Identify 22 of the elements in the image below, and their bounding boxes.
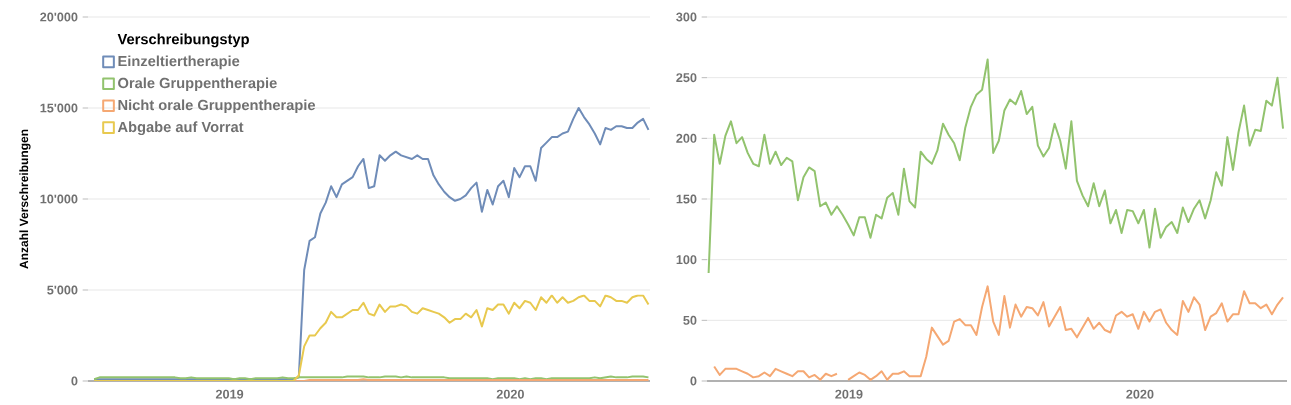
x-tick-label: 2019	[835, 389, 863, 399]
legend-label: Einzeltiertherapie	[118, 55, 240, 70]
y-tick-label: 100	[676, 255, 697, 265]
y-tick-label: 200	[676, 133, 697, 143]
y-tick-label: 20'000	[40, 12, 78, 22]
y-tick-label: 10'000	[40, 194, 78, 204]
y-tick-label: 5'000	[47, 285, 78, 295]
x-tick-label: 2019	[215, 389, 244, 399]
legend-label: Nicht orale Gruppentherapie	[118, 99, 316, 114]
x-tick-label: 2020	[1126, 389, 1154, 399]
y-tick-label: 50	[683, 315, 697, 325]
y-axis-title: Anzahl Verschreibungen	[19, 129, 31, 269]
y-tick-label: 0	[71, 376, 78, 386]
y-tick-label: 300	[676, 12, 697, 22]
y-tick-label: 150	[676, 194, 697, 204]
y-tick-label: 250	[676, 73, 697, 83]
legend-label: Abgabe auf Vorrat	[117, 121, 244, 136]
y-tick-label: 15'000	[40, 103, 78, 113]
legend-title: Verschreibungstyp	[117, 33, 249, 48]
x-tick-label: 2020	[496, 389, 524, 399]
y-tick-label: 0	[690, 376, 697, 386]
legend-label: Orale Gruppentherapie	[118, 77, 277, 92]
